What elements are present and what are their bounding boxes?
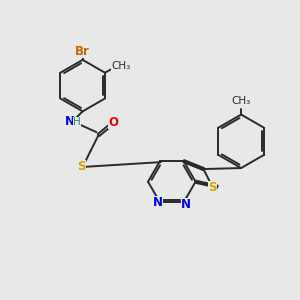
Text: O: O [108, 116, 118, 129]
Text: Br: Br [75, 45, 90, 58]
Text: CH₃: CH₃ [111, 61, 130, 71]
Text: H: H [73, 117, 81, 127]
Text: CH₃: CH₃ [232, 96, 251, 106]
Text: N: N [153, 196, 163, 209]
Text: N: N [65, 115, 75, 128]
Text: S: S [208, 182, 217, 194]
Text: S: S [77, 160, 86, 173]
Text: N: N [181, 198, 191, 211]
